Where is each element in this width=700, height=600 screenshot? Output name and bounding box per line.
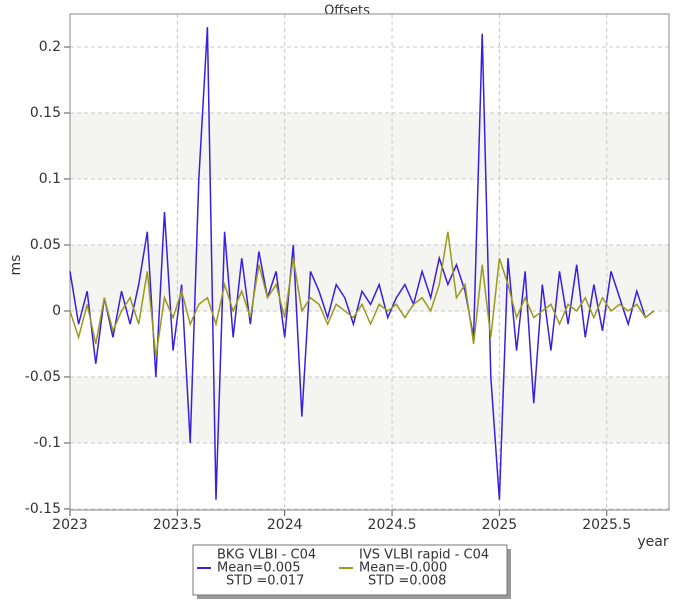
y-tick-label: -0.1 bbox=[34, 435, 61, 451]
y-tick-label: 0.05 bbox=[30, 237, 61, 253]
y-tick-label: 0.15 bbox=[30, 105, 61, 121]
y-tick-label: 0 bbox=[52, 303, 61, 319]
y-tick-label: 0.1 bbox=[39, 171, 61, 187]
x-tick-label: 2023.5 bbox=[153, 517, 202, 533]
x-tick-label: 2024 bbox=[267, 517, 303, 533]
y-tick-label: 0.2 bbox=[39, 39, 61, 55]
x-tick-label: 2024.5 bbox=[368, 517, 417, 533]
series-line bbox=[69, 231, 655, 358]
series-line bbox=[69, 27, 655, 500]
band bbox=[70, 112, 669, 179]
legend-label: IVS VLBI rapid - C04 bbox=[359, 548, 489, 563]
x-tick-label: 2025 bbox=[482, 517, 518, 533]
legend-stat: Mean=-0.000 bbox=[359, 561, 447, 576]
legend-stat: STD =0.008 bbox=[368, 574, 446, 589]
band bbox=[70, 376, 669, 443]
x-axis-label: year bbox=[637, 534, 668, 550]
legend-stat: Mean=0.005 bbox=[217, 561, 301, 576]
y-tick-label: -0.15 bbox=[25, 501, 61, 517]
x-tick-label: 2025.5 bbox=[582, 517, 631, 533]
x-tick-label: 2023 bbox=[52, 517, 88, 533]
legend-stat: STD =0.017 bbox=[226, 574, 304, 589]
legend-label: BKG VLBI - C04 bbox=[217, 548, 316, 563]
y-tick-label: -0.05 bbox=[25, 369, 61, 385]
y-axis-label: ms bbox=[8, 255, 24, 276]
legend-box bbox=[192, 544, 508, 596]
plot-frame bbox=[69, 13, 670, 511]
